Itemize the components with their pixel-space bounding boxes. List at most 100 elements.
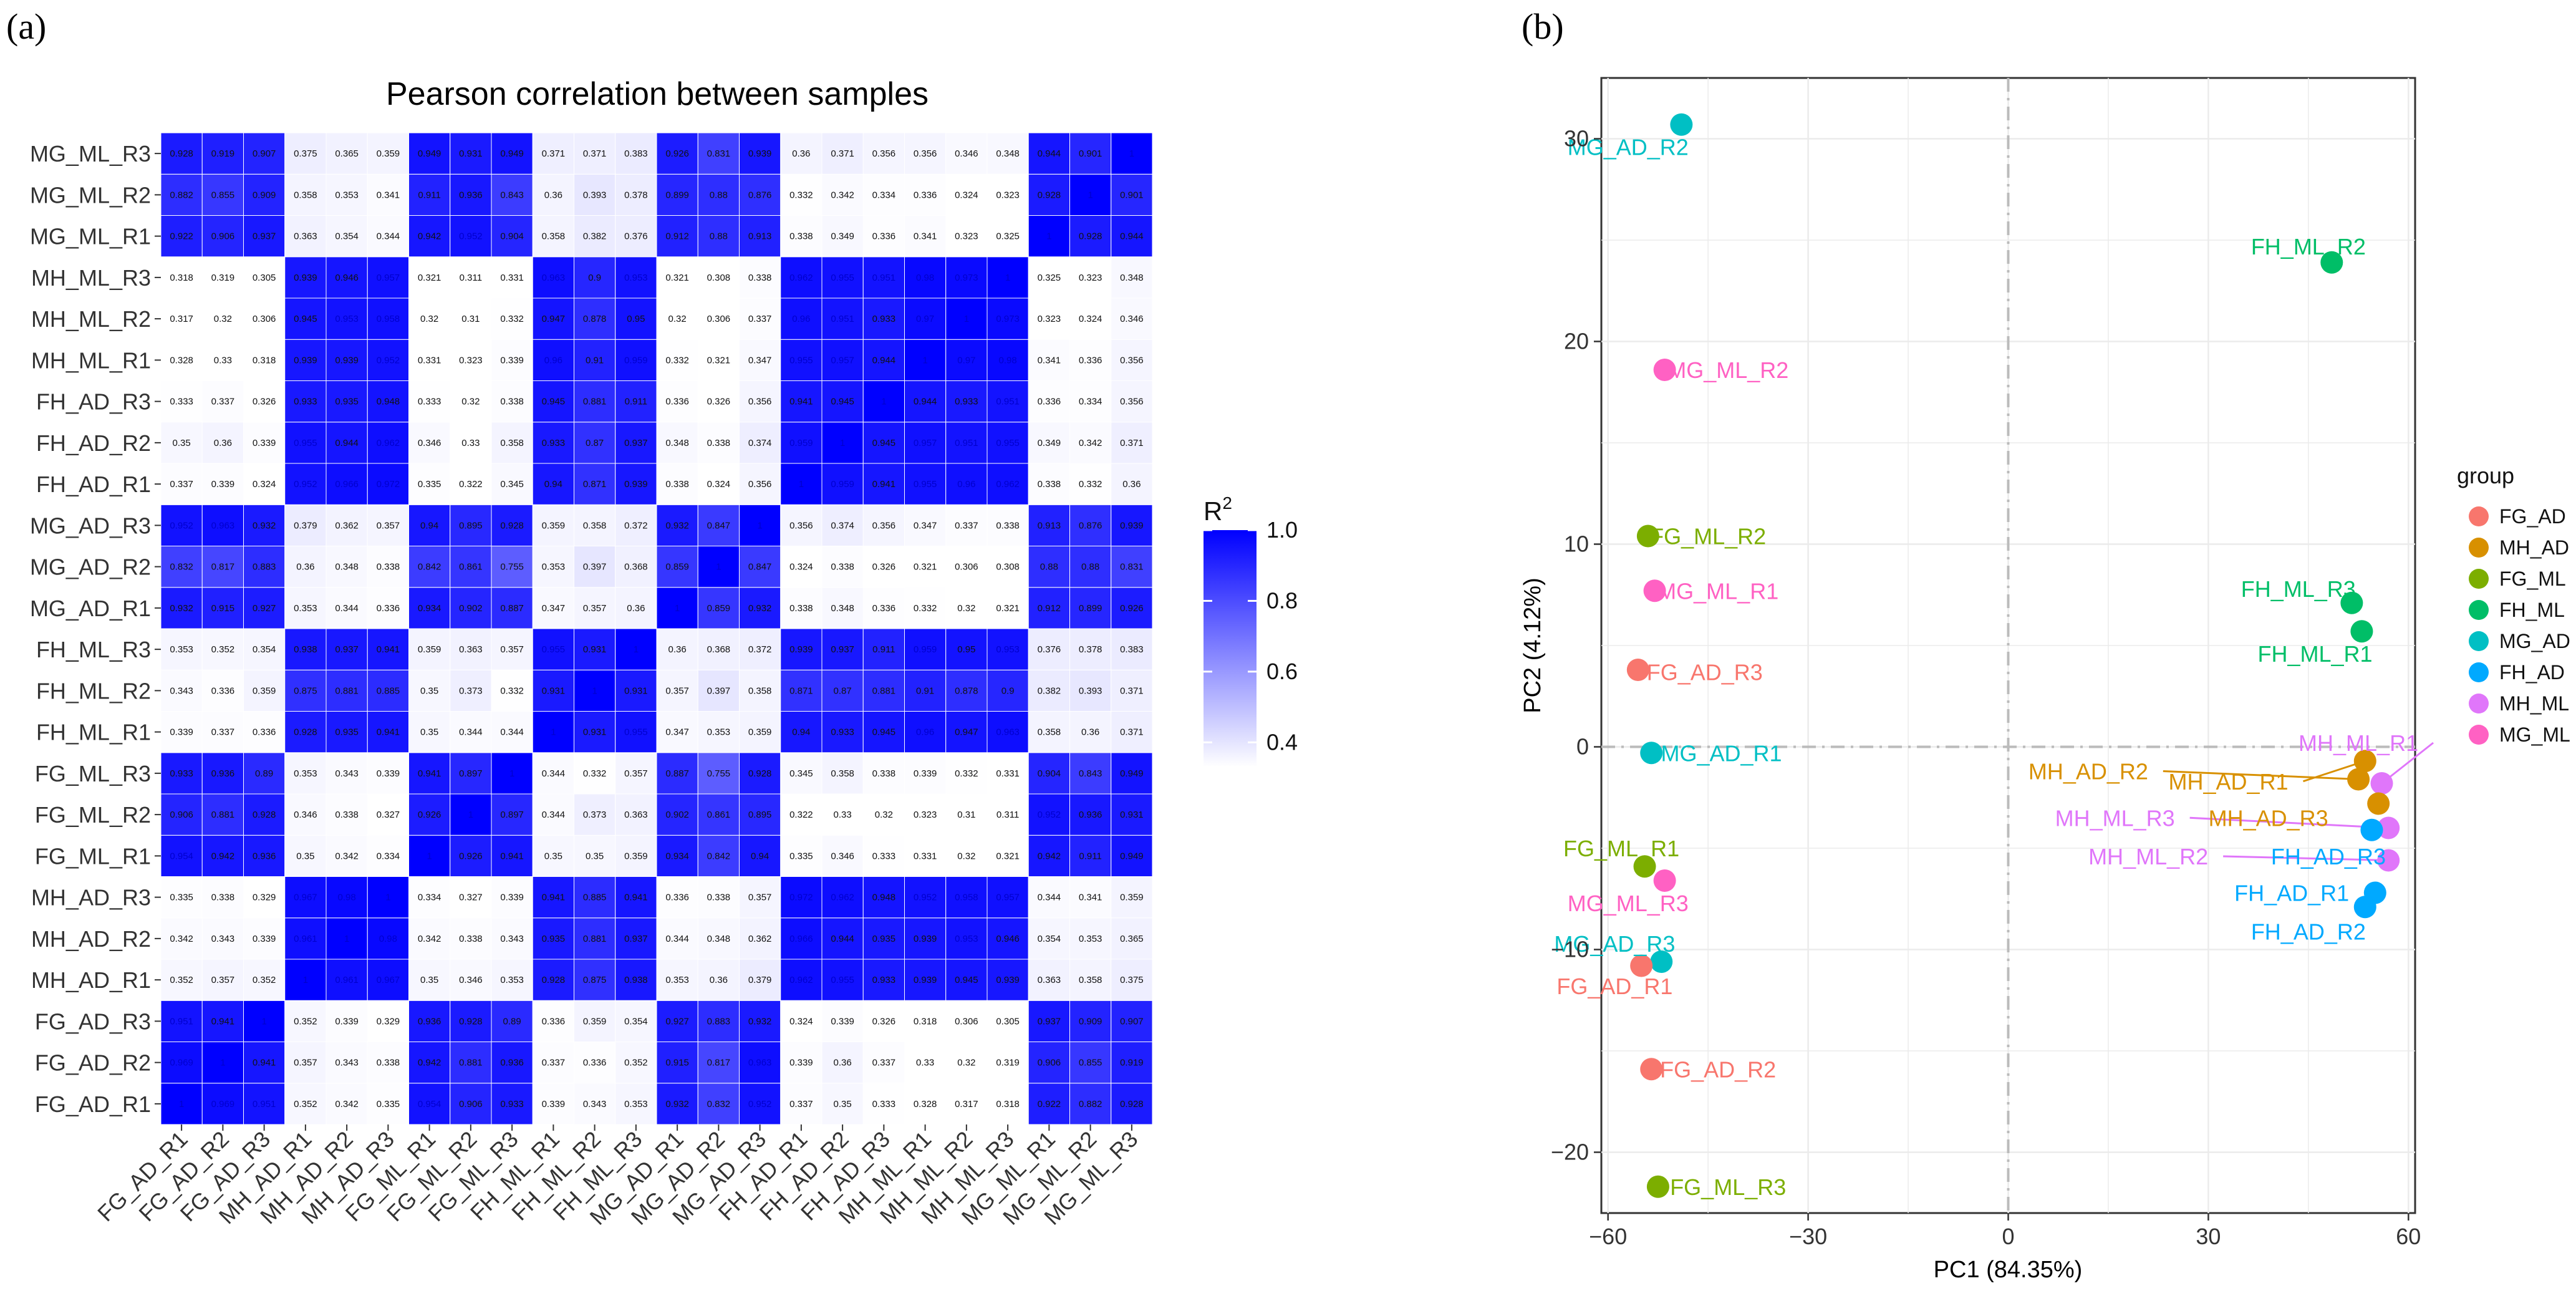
heatmap-cell-value: 0.321 [707, 355, 731, 365]
heatmap-cell [1028, 793, 1070, 836]
heatmap-cell-value: 0.939 [335, 355, 359, 365]
heatmap-cell-value: 0.306 [707, 314, 731, 324]
pca-point-label: FG_AD_R1 [1556, 974, 1672, 999]
heatmap-cell [945, 752, 988, 795]
heatmap-cell-value: 0.332 [500, 314, 524, 324]
heatmap-cell-value: 0.354 [1038, 934, 1061, 944]
heatmap-cell-value: 1 [634, 644, 639, 655]
heatmap-cell-value: 0.945 [872, 727, 896, 738]
heatmap-cell [450, 752, 492, 795]
heatmap-cell [780, 546, 822, 588]
heatmap-cell-value: 0.932 [253, 520, 276, 531]
heatmap-cell-value: 0.358 [500, 438, 524, 448]
heatmap-cell-value: 0.885 [377, 685, 400, 696]
heatmap-cell [243, 173, 286, 216]
heatmap-cell [326, 173, 368, 216]
heatmap-cell [862, 669, 905, 712]
heatmap-cell-value: 0.356 [872, 520, 896, 531]
heatmap-cell-value: 0.317 [170, 314, 193, 324]
heatmap-cell-value: 0.356 [748, 397, 772, 407]
heatmap-cell [1069, 546, 1112, 588]
heatmap-cell [160, 380, 203, 423]
heatmap-cell-value: 0.906 [170, 810, 193, 820]
heatmap-cell [945, 422, 988, 464]
heatmap-cell [574, 173, 616, 216]
heatmap-cell [532, 297, 574, 340]
heatmap-cell [408, 546, 451, 588]
heatmap-cell-value: 0.928 [170, 148, 193, 159]
heatmap-cell-value: 0.332 [583, 768, 607, 779]
heatmap-cell [491, 297, 533, 340]
heatmap-cell [987, 256, 1029, 299]
heatmap-cell-value: 0.955 [831, 273, 854, 283]
heatmap-cell-value: 0.344 [335, 603, 359, 614]
heatmap-cell-value: 0.899 [665, 190, 689, 200]
heatmap-cell-value: 0.339 [831, 1016, 854, 1027]
heatmap-cell [574, 546, 616, 588]
heatmap-cell-value: 0.356 [748, 479, 772, 490]
heatmap-cell [1069, 959, 1112, 1001]
heatmap-cell-value: 0.915 [211, 603, 235, 614]
heatmap-cell-value: 0.333 [418, 397, 441, 407]
heatmap-cell-value: 0.911 [1079, 851, 1101, 861]
heatmap-cell-value: 0.928 [748, 768, 772, 779]
heatmap-cell-value: 0.96 [957, 479, 975, 490]
pca-point-label: MH_AD_R3 [2209, 805, 2328, 831]
heatmap-cell-value: 0.33 [834, 810, 852, 820]
heatmap-cell [408, 173, 451, 216]
heatmap-cell-value: 0.937 [624, 438, 648, 448]
heatmap-cell-value: 0.339 [253, 438, 276, 448]
heatmap-cell-value: 0.342 [170, 934, 193, 944]
heatmap-cell-value: 0.973 [955, 273, 978, 283]
heatmap-cell [739, 628, 781, 670]
heatmap-cell-value: 0.957 [996, 892, 1020, 903]
heatmap-cell [821, 834, 864, 877]
heatmap-cell [1111, 711, 1153, 753]
heatmap-cell [367, 628, 409, 670]
heatmap-y-tick-label: FG_AD_R3 [35, 1008, 151, 1034]
heatmap-cell-value: 0.928 [542, 975, 566, 985]
heatmap-cell-value: 0.333 [872, 851, 896, 861]
heatmap-cell-value: 0.88 [710, 231, 728, 242]
heatmap-cell [945, 628, 988, 670]
heatmap-cell-value: 0.906 [1038, 1058, 1061, 1068]
heatmap-cell-value: 0.318 [914, 1016, 937, 1027]
heatmap-y-tick-label: MG_AD_R1 [30, 596, 151, 621]
heatmap-y-tick-label: FG_ML_R1 [35, 843, 151, 869]
heatmap-cell [160, 297, 203, 340]
heatmap-cell-value: 0.338 [1038, 479, 1061, 490]
heatmap-cell-value: 0.883 [707, 1016, 731, 1027]
heatmap-cell-value: 0.323 [914, 810, 937, 820]
heatmap-cell-value: 0.35 [586, 851, 604, 861]
heatmap-cell-value: 0.345 [789, 768, 813, 779]
heatmap-cell-value: 0.942 [418, 1058, 441, 1068]
panel-label-a: (a) [6, 6, 46, 47]
heatmap-cell [450, 422, 492, 464]
heatmap-cell [284, 1083, 327, 1125]
legend-items: FG_AD MH_AD FG_ML FH_ML MG_AD FH_AD MH_ML MG_ML [2469, 505, 2570, 746]
heatmap-cell [160, 876, 203, 919]
heatmap-cell-value: 0.338 [459, 934, 483, 944]
heatmap-cell [367, 463, 409, 505]
heatmap-cell-value: 0.336 [872, 603, 896, 614]
heatmap-cell-value: 0.36 [834, 1058, 852, 1068]
heatmap-cell [987, 1000, 1029, 1042]
heatmap-cell [862, 173, 905, 216]
heatmap-cell [862, 752, 905, 795]
colorbar-title-base: R [1204, 496, 1222, 526]
heatmap-cell [739, 422, 781, 464]
pca-point-label: FG_AD_R3 [1647, 659, 1763, 685]
heatmap-cell-value: 0.375 [294, 148, 317, 159]
heatmap-cell [201, 917, 244, 960]
heatmap-cell [450, 669, 492, 712]
heatmap-cell-value: 0.354 [253, 644, 276, 655]
heatmap-cell-value: 0.945 [872, 438, 896, 448]
heatmap-cell [1111, 669, 1153, 712]
heatmap-cell-value: 0.91 [586, 355, 604, 365]
heatmap-cell [945, 173, 988, 216]
heatmap-cell-value: 0.928 [1079, 231, 1102, 242]
heatmap-cell [739, 876, 781, 919]
heatmap-cell [450, 297, 492, 340]
heatmap-cell-value: 0.94 [751, 851, 769, 861]
legend-key [2469, 538, 2489, 558]
